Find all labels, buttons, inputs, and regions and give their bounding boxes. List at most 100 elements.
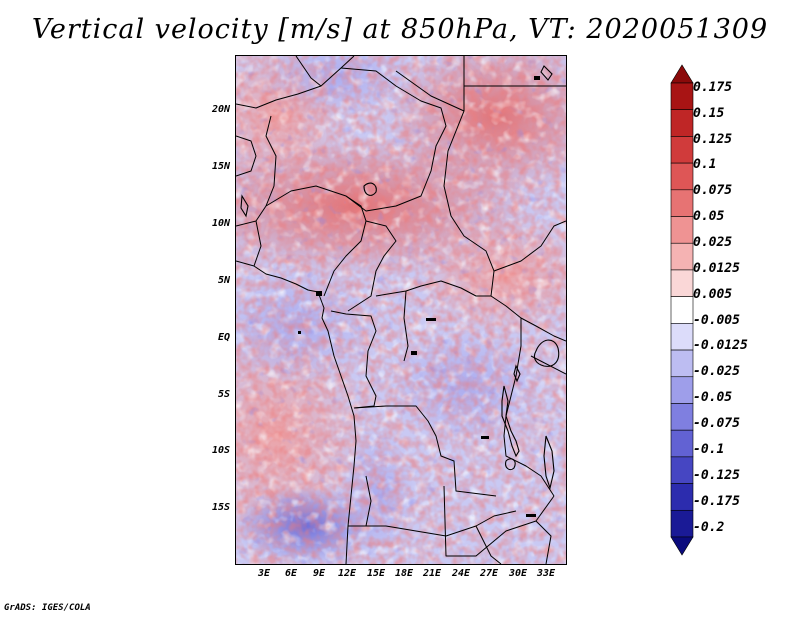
lat-label-5n: 5N bbox=[217, 275, 230, 286]
colorbar-segment-7 bbox=[670, 242, 694, 271]
border-cameroon-car bbox=[347, 220, 397, 312]
colorbar-label-0.1: 0.1 bbox=[693, 157, 717, 172]
lon-label-21e: 21E bbox=[422, 568, 442, 579]
map-panel bbox=[235, 55, 567, 565]
lon-label-24e: 24E bbox=[451, 568, 471, 579]
lat-label-15n: 15N bbox=[211, 161, 230, 172]
colorbar-segment-13 bbox=[670, 403, 694, 431]
lake-volta bbox=[240, 194, 249, 218]
speck-4 bbox=[526, 514, 536, 517]
border-niger-nigeria bbox=[265, 185, 367, 222]
field-texture-blue bbox=[236, 56, 566, 564]
border-south-3 bbox=[535, 520, 552, 564]
colorbar-segment-4 bbox=[670, 162, 694, 191]
lon-label-18e: 18E bbox=[394, 568, 414, 579]
footer-credit: GrADS: IGES/COLA bbox=[4, 603, 91, 613]
border-angola-namibia bbox=[348, 510, 517, 537]
border-west-4 bbox=[265, 115, 277, 207]
lon-label-9e: 9E bbox=[312, 568, 326, 579]
border-drc-angola bbox=[353, 405, 497, 497]
country-borders bbox=[236, 56, 566, 564]
west-africa-coastline bbox=[236, 260, 357, 564]
lat-label-20n: 20N bbox=[211, 104, 230, 115]
border-west-2 bbox=[253, 220, 262, 267]
border-car-drc bbox=[403, 290, 409, 362]
lon-label-27e: 27E bbox=[479, 568, 499, 579]
colorbar-segment-12 bbox=[670, 376, 694, 404]
lake-victoria bbox=[533, 339, 560, 367]
lat-label-5s: 5S bbox=[217, 389, 230, 400]
colorbar-segment-1 bbox=[670, 82, 694, 111]
lake-tanganyika bbox=[501, 385, 520, 458]
colorbar-label-neg-0.2: -0.2 bbox=[693, 520, 725, 535]
lon-label-15e: 15E bbox=[366, 568, 386, 579]
colorbar-segment-18 bbox=[670, 536, 694, 556]
border-drc-east bbox=[490, 295, 555, 497]
lat-label-eq: EQ bbox=[217, 332, 230, 343]
lake-chad bbox=[363, 182, 377, 196]
colorbar-label-0.0125: 0.0125 bbox=[693, 261, 740, 276]
lake-mweru bbox=[505, 458, 516, 471]
colorbar-segment-11 bbox=[670, 349, 694, 378]
lake-nasser bbox=[540, 65, 553, 81]
island-bioko bbox=[316, 291, 322, 296]
colorbar-segment-14 bbox=[670, 429, 694, 458]
lon-label-33e: 33E bbox=[536, 568, 556, 579]
lon-label-6e: 6E bbox=[284, 568, 298, 579]
border-west-3 bbox=[236, 135, 257, 177]
map-title: Vertical velocity [m/s] at 850hPa, VT: 2… bbox=[31, 14, 769, 45]
colorbar-segment-10 bbox=[670, 323, 694, 351]
border-kenya-tanzania bbox=[530, 355, 566, 375]
colorbar-segment-2 bbox=[670, 109, 694, 137]
lon-label-12e: 12E bbox=[337, 568, 357, 579]
colorbar-label-neg-0.0125: -0.0125 bbox=[693, 338, 748, 353]
colorbar-segment-9 bbox=[670, 296, 694, 324]
colorbar-label-neg-0.025: -0.025 bbox=[693, 364, 740, 379]
speck-2 bbox=[411, 351, 417, 355]
border-south-1 bbox=[365, 475, 372, 527]
colorbar-label-0.005: 0.005 bbox=[693, 287, 733, 302]
colorbar-segment-17 bbox=[670, 509, 694, 538]
colorbar-label-neg-0.175: -0.175 bbox=[693, 494, 740, 509]
colorbar-label-0.15: 0.15 bbox=[693, 106, 725, 121]
colorbar-segment-5 bbox=[670, 189, 694, 217]
colorbar-label-neg-0.1: -0.1 bbox=[693, 442, 725, 457]
speck-5 bbox=[534, 76, 540, 80]
island-sao-tome bbox=[298, 331, 301, 334]
small-contours bbox=[298, 76, 540, 517]
colorbar-segment-6 bbox=[670, 216, 694, 244]
lon-label-30e: 30E bbox=[508, 568, 528, 579]
colorbar-segment-16 bbox=[670, 483, 694, 511]
colorbar-label-0.175: 0.175 bbox=[693, 80, 733, 95]
colorbar-label-neg-0.005: -0.005 bbox=[693, 313, 740, 328]
border-drc-west bbox=[330, 310, 377, 409]
colorbar-label-0.05: 0.05 bbox=[693, 209, 725, 224]
colorbar-segment-0 bbox=[670, 64, 694, 84]
colorbar-label-0.075: 0.075 bbox=[693, 183, 733, 198]
colorbar-segment-8 bbox=[670, 269, 694, 297]
colorbar-label-neg-0.075: -0.075 bbox=[693, 416, 740, 431]
lon-label-3e: 3E bbox=[257, 568, 271, 579]
lakes bbox=[240, 65, 560, 491]
border-uganda-kenya bbox=[520, 317, 566, 342]
colorbar-segment-3 bbox=[670, 136, 694, 164]
colorbar-label-0.125: 0.125 bbox=[693, 132, 733, 147]
colorbar-label-neg-0.05: -0.05 bbox=[693, 390, 733, 405]
lat-label-10s: 10S bbox=[211, 445, 230, 456]
vertical-velocity-field bbox=[236, 56, 566, 564]
border-niger-chad bbox=[340, 67, 447, 212]
colorbar-label-0.025: 0.025 bbox=[693, 235, 733, 250]
border-nigeria-cameroon bbox=[323, 220, 367, 297]
border-chad-libya bbox=[395, 70, 465, 112]
speck-1 bbox=[426, 318, 436, 321]
colorbar-label-neg-0.125: -0.125 bbox=[693, 468, 740, 483]
lake-malawi bbox=[543, 435, 555, 491]
border-south-2 bbox=[475, 525, 502, 564]
speck-3 bbox=[481, 436, 489, 439]
border-zambia bbox=[443, 485, 555, 557]
colorbar-segment-15 bbox=[670, 456, 694, 484]
colorbar bbox=[670, 64, 694, 556]
border-sahara-2 bbox=[295, 56, 322, 87]
border-ethiopia bbox=[493, 220, 566, 272]
border-chad-sudan bbox=[443, 56, 495, 297]
